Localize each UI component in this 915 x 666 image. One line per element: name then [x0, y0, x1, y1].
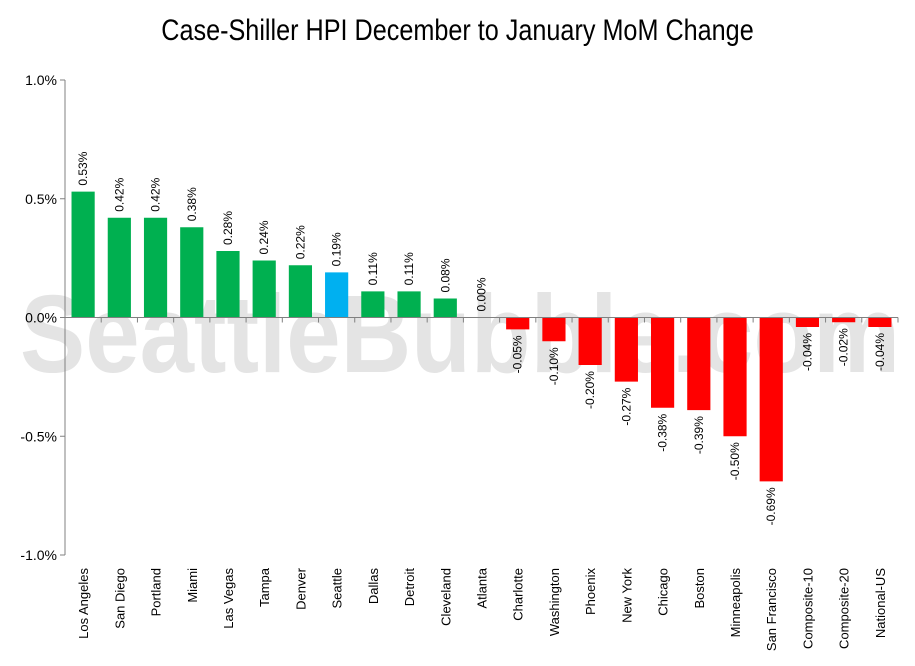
data-label: 0.42%	[112, 177, 126, 211]
bar	[832, 317, 856, 323]
category-label: Tampa	[257, 567, 272, 607]
data-label: -0.02%	[837, 328, 851, 366]
category-label: Phoenix	[583, 568, 598, 615]
bar	[252, 260, 276, 318]
y-tick-label: 1.0%	[25, 72, 57, 88]
data-label: 0.08%	[438, 258, 452, 292]
data-label: -0.27%	[619, 387, 633, 425]
category-label: Seattle	[330, 568, 345, 608]
bar	[361, 291, 385, 318]
data-label: 0.11%	[402, 252, 416, 285]
category-label: Minneapolis	[728, 568, 743, 638]
category-label: Composite-10	[800, 568, 815, 649]
category-label: Denver	[293, 567, 308, 610]
category-label: Composite-20	[837, 568, 852, 649]
data-label: -0.69%	[764, 487, 778, 525]
bar	[216, 251, 240, 318]
bar	[868, 317, 892, 327]
category-label: Washington	[547, 568, 562, 636]
y-tick-label: 0.5%	[25, 191, 57, 207]
bar	[759, 317, 783, 482]
category-label: San Diego	[112, 568, 127, 629]
category-label: Los Angeles	[76, 568, 91, 639]
data-label: -0.05%	[511, 335, 525, 373]
category-label: Chicago	[656, 568, 671, 616]
category-label: Boston	[692, 568, 707, 608]
category-label: San Francisco	[764, 568, 779, 651]
category-label: Cleveland	[438, 568, 453, 626]
data-label: 0.38%	[185, 187, 199, 221]
data-label: 0.42%	[149, 177, 163, 211]
data-label: -0.04%	[873, 333, 887, 371]
data-label: -0.39%	[692, 416, 706, 454]
data-label: -0.20%	[583, 371, 597, 409]
data-label: 0.22%	[293, 225, 307, 259]
data-label: 0.24%	[257, 220, 271, 254]
bar	[433, 298, 457, 318]
data-label: 0.19%	[330, 232, 344, 266]
bar	[614, 317, 638, 382]
bar	[397, 291, 421, 318]
y-tick-label: -1.0%	[20, 547, 57, 563]
category-label: Dallas	[366, 568, 381, 605]
category-label: Atlanta	[475, 567, 490, 608]
bar	[506, 317, 530, 330]
bar	[650, 317, 675, 408]
bar	[542, 317, 566, 342]
y-tick-label: -0.5%	[20, 428, 57, 444]
category-label: New York	[619, 568, 634, 623]
data-label: 0.11%	[366, 252, 380, 285]
data-label: -0.10%	[547, 347, 561, 385]
category-label: Las Vegas	[221, 568, 236, 629]
bar	[143, 217, 168, 318]
bar	[325, 272, 349, 318]
data-label: -0.04%	[800, 333, 814, 371]
data-label: -0.38%	[656, 413, 670, 451]
data-label: -0.50%	[728, 442, 742, 480]
y-tick-label: 0.0%	[25, 310, 57, 326]
category-label: Miami	[185, 568, 200, 603]
category-label: Portland	[149, 568, 164, 616]
bar	[687, 317, 711, 411]
chart-title: Case-Shiller HPI December to January MoM…	[161, 14, 754, 47]
bar	[578, 317, 602, 365]
category-label: National-US	[873, 568, 888, 638]
category-label: Detroit	[402, 568, 417, 607]
bar	[288, 265, 313, 318]
category-label: Charlotte	[511, 568, 526, 621]
bar	[71, 191, 95, 318]
bar	[180, 227, 204, 318]
data-label: 0.00%	[475, 277, 489, 311]
bar	[723, 317, 747, 437]
bar	[795, 317, 820, 327]
data-label: 0.53%	[76, 151, 90, 185]
bar	[107, 217, 131, 318]
data-label: 0.28%	[221, 211, 235, 245]
